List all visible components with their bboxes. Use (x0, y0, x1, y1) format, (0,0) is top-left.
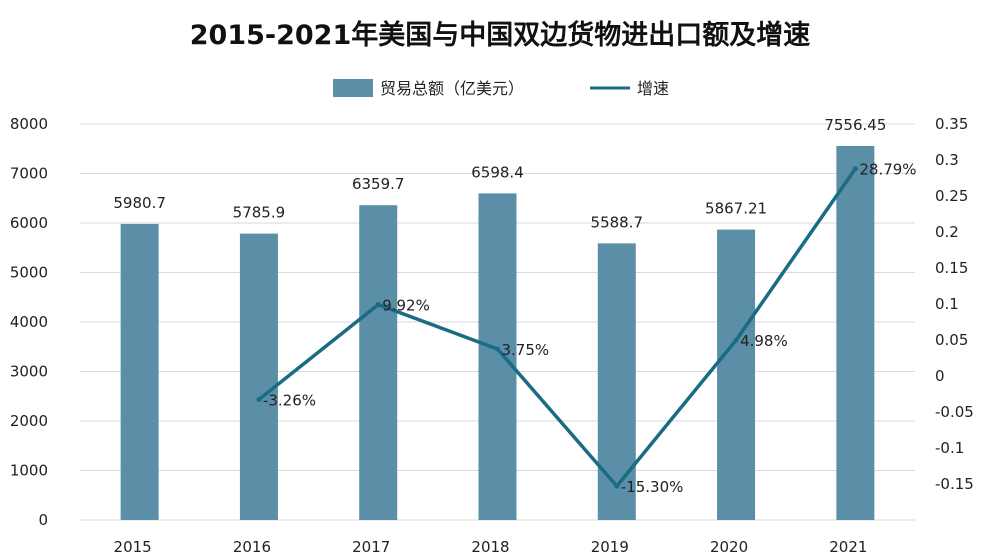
legend-label-line: 增速 (637, 79, 669, 98)
x-tick-label: 2016 (233, 538, 271, 556)
bar-data-label: 7556.45 (824, 116, 886, 134)
line-data-label: 9.92% (382, 297, 430, 315)
legend-bar-swatch (333, 79, 373, 97)
x-tick-label: 2015 (114, 538, 152, 556)
bar (478, 193, 517, 520)
y-right-tick-label: 0.35 (935, 115, 968, 133)
bar-data-label: 6598.4 (471, 163, 524, 181)
line-data-label: 4.98% (740, 332, 788, 350)
bar (120, 223, 159, 520)
y-left-tick-label: 8000 (10, 115, 48, 133)
line-data-label: -3.26% (263, 391, 316, 409)
line-point (495, 346, 500, 352)
line-data-label: 28.79% (859, 161, 916, 179)
bar (836, 145, 875, 520)
y-left-tick-label: 0 (38, 511, 48, 529)
line-point (852, 166, 858, 172)
x-tick-label: 2018 (471, 538, 509, 556)
y-right-tick-label: 0.05 (935, 331, 968, 349)
bar-data-labels: 5980.7 5785.9 6359.7 6598.4 5588.7 5867.21 755… (113, 116, 886, 231)
bar-data-label: 6359.7 (352, 175, 405, 193)
y-right-tick-label: 0.25 (935, 187, 968, 205)
bar-data-label: 5867.21 (705, 200, 767, 218)
line-point (375, 302, 381, 308)
line-data-label: 3.75% (502, 341, 550, 359)
line-data-label: -15.30% (621, 478, 684, 496)
y-right-tick-label: -0.1 (935, 439, 964, 457)
y-left-tick-label: 7000 (10, 165, 48, 183)
bar-data-label: 5785.9 (233, 204, 286, 222)
y-right-tick-label: 0.1 (935, 295, 959, 313)
y-right-tick-label: 0 (935, 367, 945, 385)
line-point (733, 337, 739, 343)
line-series (256, 166, 858, 489)
y-right-tick-label: 0.2 (935, 223, 959, 241)
x-tick-label: 2021 (829, 538, 867, 556)
y-left-tick-label: 3000 (10, 363, 48, 381)
y-left-tick-label: 6000 (10, 214, 48, 232)
y-left-tick-label: 5000 (10, 264, 48, 282)
bar-data-label: 5588.7 (591, 213, 644, 231)
growth-line (257, 167, 857, 488)
y-right-tick-label: -0.05 (935, 403, 974, 421)
y-axis-left: 0 1000 2000 3000 4000 5000 6000 7000 8000 (10, 115, 48, 529)
x-tick-label: 2017 (352, 538, 390, 556)
y-left-tick-label: 4000 (10, 313, 48, 331)
bar-data-label: 5980.7 (113, 194, 166, 212)
legend: 贸易总额（亿美元） 增速 (333, 79, 669, 98)
legend-label-bar: 贸易总额（亿美元） (380, 79, 524, 98)
y-left-tick-label: 2000 (10, 412, 48, 430)
bar (239, 233, 278, 520)
x-axis: 2015 2016 2017 2018 2019 2020 2021 (114, 538, 868, 556)
chart-title: 2015-2021年美国与中国双边货物进出口额及增速 (190, 19, 811, 51)
bar (717, 229, 756, 520)
y-right-tick-label: 0.15 (935, 259, 968, 277)
line-data-labels: -3.26% 9.92% 3.75% -15.30% 4.98% 28.79% (263, 161, 917, 496)
y-right-tick-label: 0.3 (935, 151, 959, 169)
y-right-tick-label: -0.15 (935, 475, 974, 493)
line-point (614, 483, 620, 489)
x-tick-label: 2019 (591, 538, 629, 556)
line-point (256, 396, 262, 402)
y-left-tick-label: 1000 (10, 462, 48, 480)
y-axis-right: -0.15 -0.1 -0.05 0 0.05 0.1 0.15 0.2 0.25 0.3 0.35 (935, 115, 974, 493)
x-tick-label: 2020 (710, 538, 748, 556)
bar (359, 205, 398, 520)
